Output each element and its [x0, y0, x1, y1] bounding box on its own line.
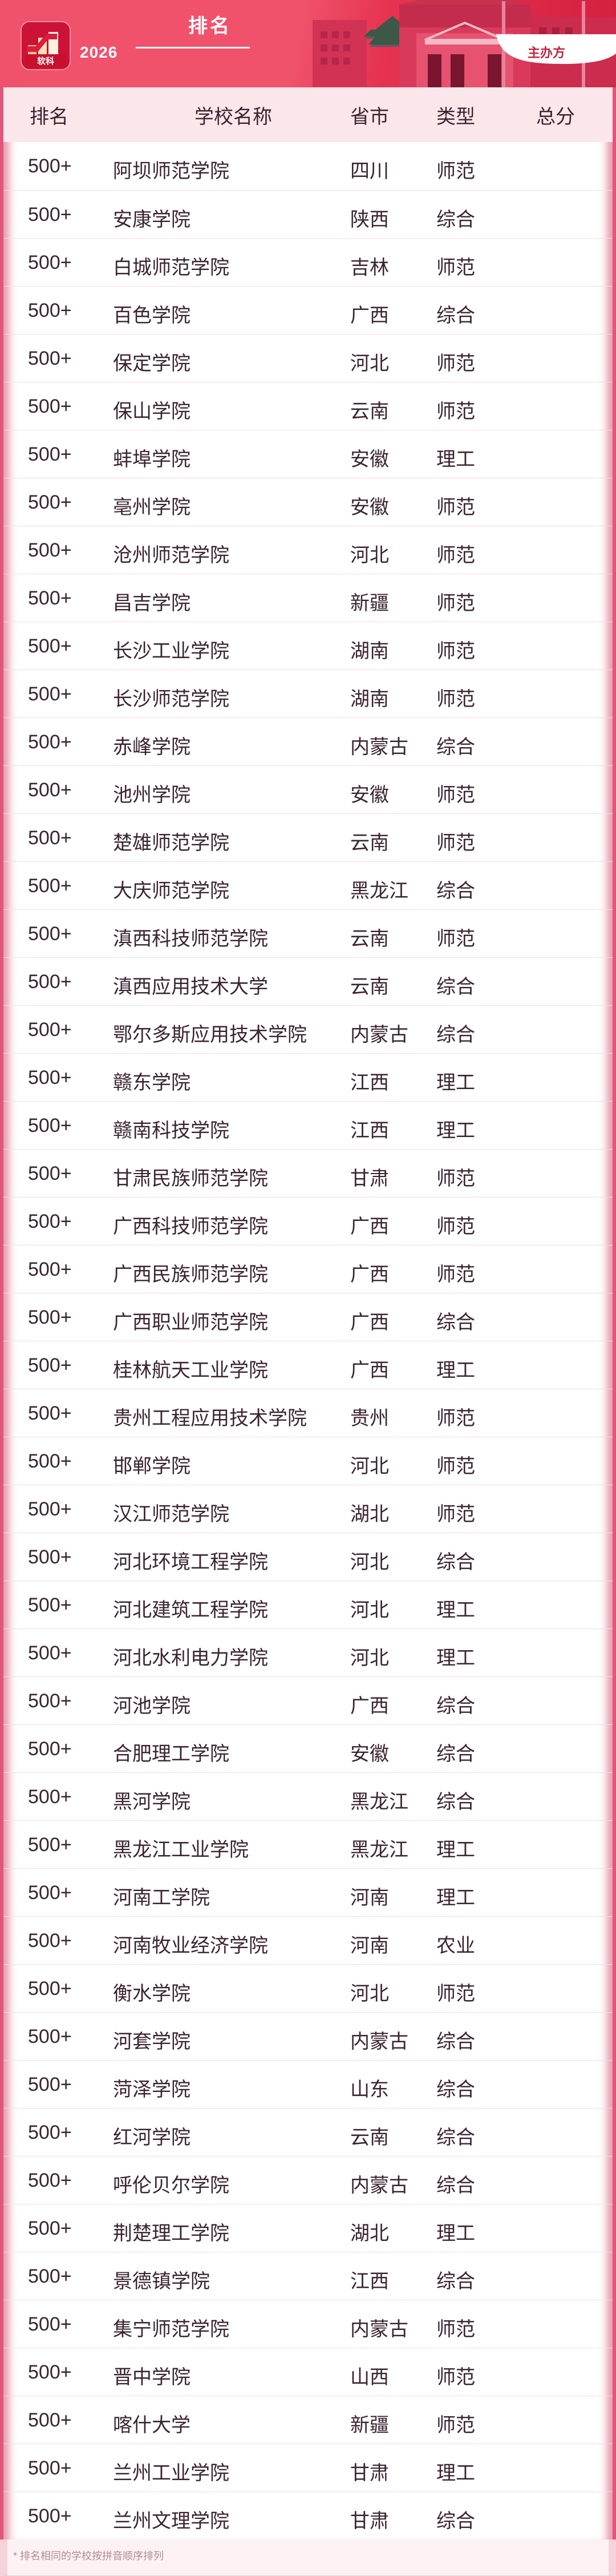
- svg-text:软科: 软科: [37, 56, 54, 66]
- svg-text:主办方: 主办方: [528, 46, 565, 60]
